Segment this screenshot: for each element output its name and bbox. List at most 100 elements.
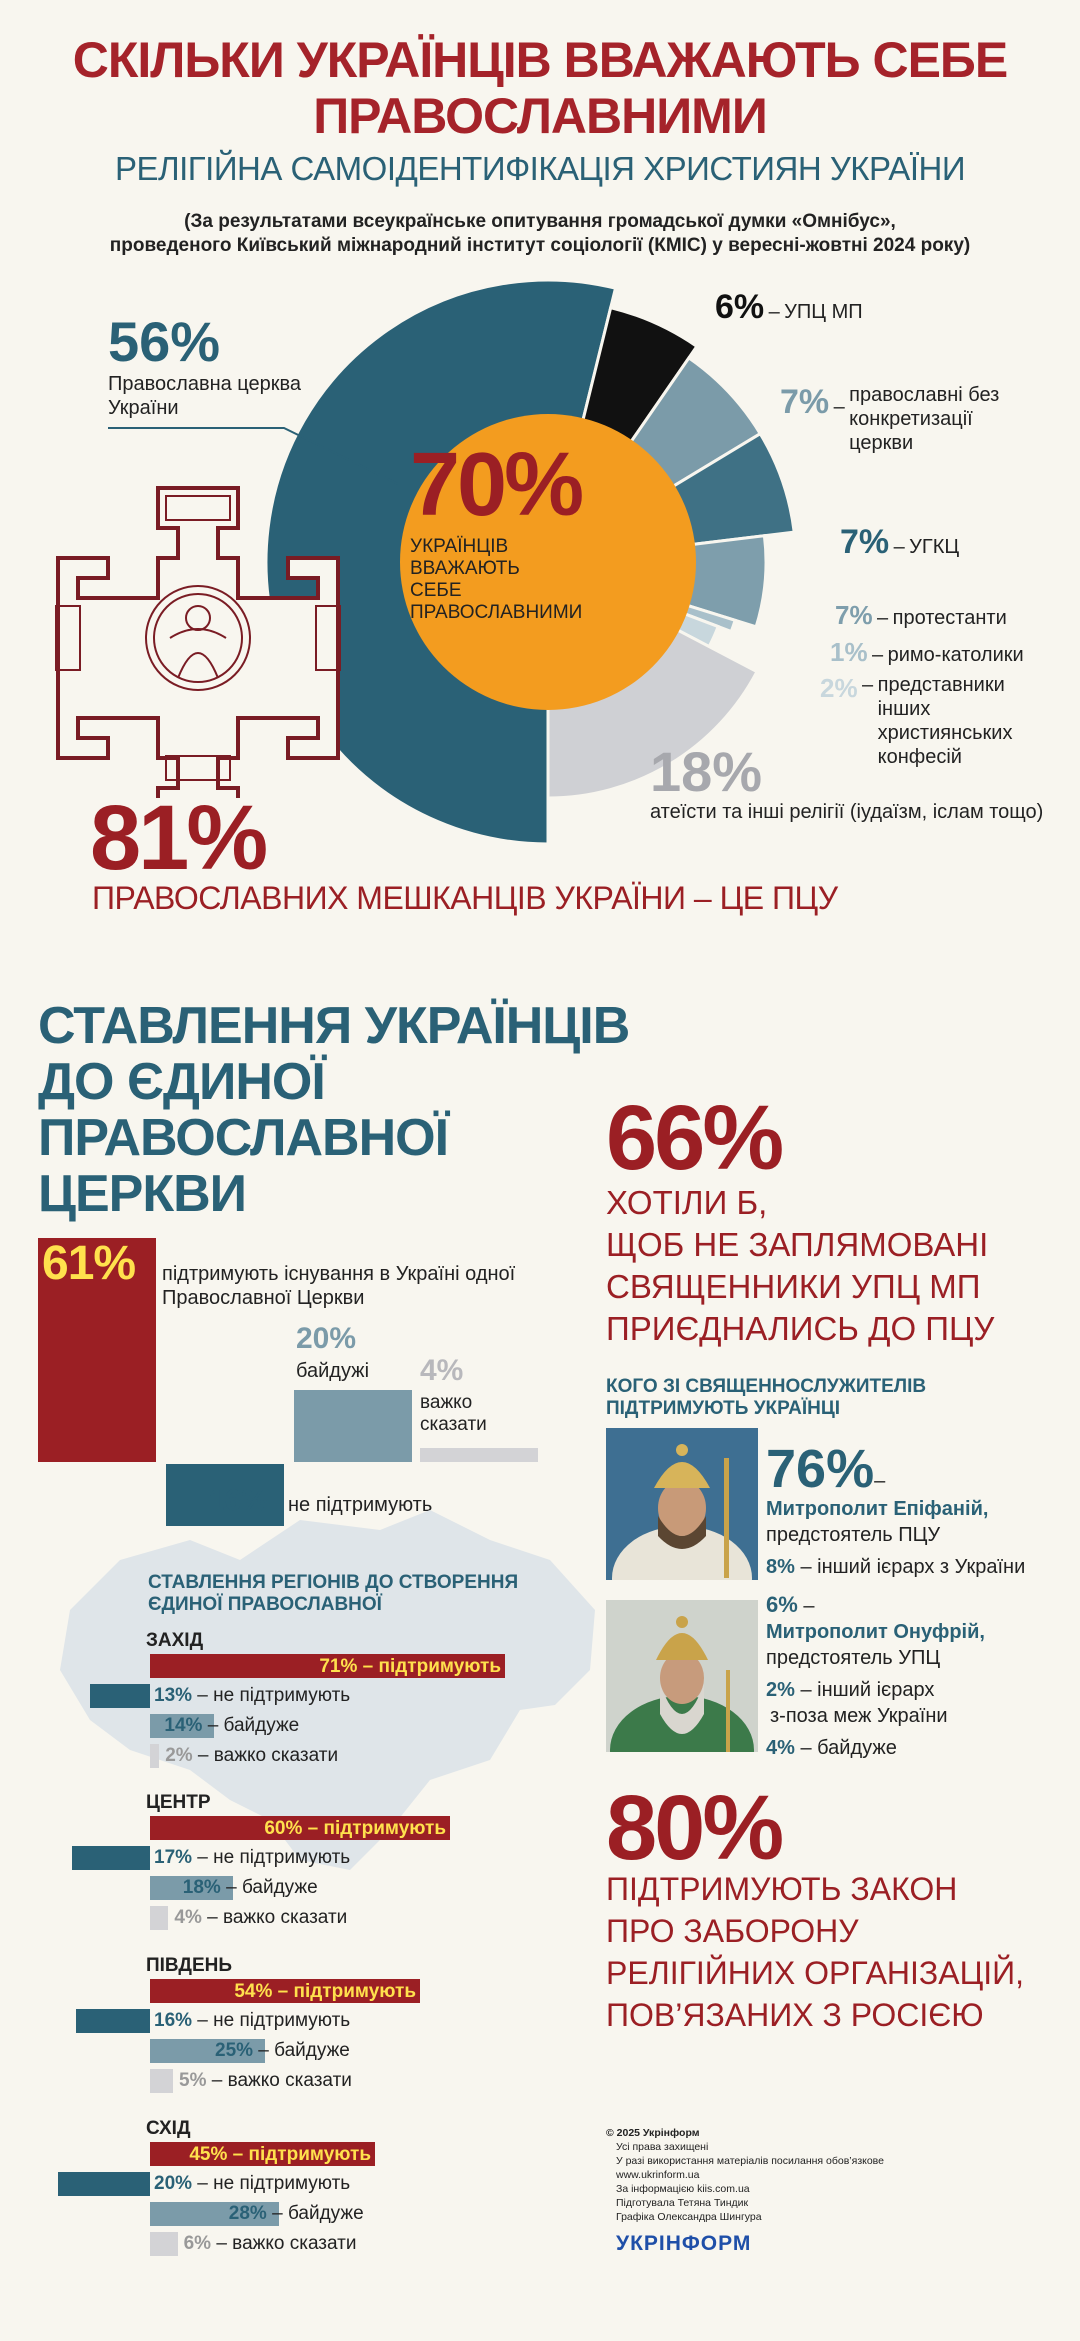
- orthodox-share-text: ПРАВОСЛАВНИХ МЕШКАНЦІВ УКРАЇНИ – ЦЕ ПЦУ: [92, 880, 838, 916]
- region-2-support-bar: [150, 1979, 420, 2003]
- label-unspec-dash: –: [833, 396, 845, 418]
- region-1-indiff-bar: [150, 1876, 233, 1900]
- cross-ornament-icon: [55, 486, 341, 798]
- footer-line-5: За інформацією kiis.com.ua: [616, 2183, 750, 2195]
- label-other-christian-dash: –: [862, 674, 874, 696]
- region-3-oppose-bar: [58, 2172, 150, 2196]
- region-3-name: СХІД: [146, 2118, 191, 2139]
- region-0-indiff-pct: 14%: [164, 1715, 203, 1736]
- p66-line-4: ПРИЄДНАЛИСЬ ДО ПЦУ: [606, 1310, 995, 1347]
- region-2-hard-bar: [150, 2069, 173, 2093]
- survey-note: (За результатами всеукраїнське опитуванн…: [60, 210, 1020, 258]
- region-2-indiff-bar: [150, 2039, 265, 2063]
- title-line-1: СКІЛЬКИ УКРАЇНЦІВ ВВАЖАЮТЬ СЕБЕ: [72, 32, 1008, 88]
- region-2-name: ПІВДЕНЬ: [146, 1955, 232, 1976]
- region-2-support-label: 54% – підтримують: [234, 1981, 416, 2002]
- label-atheists-pct: 18%: [650, 740, 763, 803]
- bar-support-label: підтримують існування в Україні одної Пр…: [162, 1263, 516, 1309]
- clergy-title-line-2: ПІДТРИМУЮТЬ УКРАЇНЦІ: [606, 1398, 840, 1419]
- region-3-indiff-label: 28% – байдуже: [228, 2203, 364, 2224]
- other-abroad-text-2: з-поза меж України: [770, 1705, 948, 1727]
- regions-title: СТАВЛЕННЯ РЕГІОНІВ ДО СТВОРЕННЯ ЄДИНОЇ П…: [148, 1572, 519, 1615]
- label-ugcc-dash: –: [893, 536, 905, 558]
- survey-note-line-1: (За результатами всеукраїнське опитуванн…: [184, 211, 896, 232]
- footer-line-7: Графіка Олександра Шингура: [616, 2211, 762, 2223]
- label-atheists-text: атеїсти та інші релігії (іудаїзм, іслам …: [650, 801, 1044, 823]
- region-3-indiff-bar: [150, 2202, 279, 2226]
- bar-oppose: [166, 1464, 284, 1526]
- bar-oppose-pct: 16%: [208, 1484, 269, 1517]
- other-abroad-row: 2% – інший ієрарх: [766, 1677, 985, 1703]
- region-2-hard-pct: 5%: [179, 2070, 207, 2091]
- region-0-support-label: 71% – підтримують: [319, 1656, 501, 1677]
- religion-pie-chart: [264, 278, 796, 846]
- attitude-section-title: СТАВЛЕННЯ УКРАЇНЦІВ ДО ЄДИНОЇ ПРАВОСЛАВН…: [38, 997, 630, 1223]
- pie-center-text: УКРАЇНЦІВ ВВАЖАЮТЬ СЕБЕ ПРАВОСЛАВНИМИ: [410, 536, 583, 623]
- region-1-support-bar: [150, 1816, 450, 1840]
- p80-pct: 80%: [606, 1777, 784, 1879]
- label-upc-mp: 6% – УПЦ МП: [715, 288, 863, 327]
- region-0-hard-pct: 2%: [165, 1745, 193, 1766]
- epifaniy-role: предстоятель ПЦУ: [766, 1524, 941, 1546]
- p80-line-3: РЕЛІГІЙНИХ ОРГАНІЗАЦІЙ,: [606, 1955, 1025, 1991]
- region-1-oppose-label: 17% – не підтримують: [154, 1847, 351, 1868]
- label-ugcc: 7% – УГКЦ: [840, 523, 959, 562]
- label-unspec-pct: 7%: [780, 383, 830, 421]
- other-abroad-text-1: – інший ієрарх: [800, 1679, 935, 1701]
- label-upc-mp-dash: –: [768, 301, 780, 323]
- epifaniy-pct-dash: –: [874, 1470, 886, 1492]
- label-protestants-dash: –: [877, 607, 889, 629]
- epifaniy-pct: 76%–: [766, 1442, 885, 1508]
- region-1-oppose-bar: [71, 1846, 150, 1870]
- label-protestants: 7% – протестанти: [835, 600, 1007, 631]
- footer-line-6: Підготувала Тетяна Тиндик: [616, 2197, 749, 2209]
- footer-line-2: Усі права захищені: [616, 2141, 709, 2153]
- label-ugcc-pct: 7%: [840, 523, 890, 561]
- region-3-hard-label: 6% – важко сказати: [183, 2233, 357, 2254]
- region-0-oppose-pct: 13%: [154, 1685, 193, 1706]
- bar-indifferent-label: байдужі: [296, 1360, 370, 1382]
- region-1-hard-pct: 4%: [174, 1907, 202, 1928]
- region-2-oppose-pct: 16%: [154, 2010, 193, 2031]
- label-catholics-dash: –: [872, 644, 884, 666]
- bar-oppose-label: не підтримують: [288, 1494, 433, 1516]
- region-0-support-bar: [150, 1654, 505, 1678]
- label-atheists: 18% атеїсти та інші релігії (іудаїзм, іс…: [650, 744, 1043, 824]
- p66-line-1: ХОТІЛИ Б,: [606, 1184, 768, 1221]
- p80-line-1: ПІДТРИМУЮТЬ ЗАКОН: [606, 1871, 958, 1907]
- pie-center-circle: [400, 414, 696, 710]
- p66-text: ХОТІЛИ Б, ЩОБ НЕ ЗАПЛЯМОВАНІ СВЯЩЕННИКИ …: [606, 1182, 994, 1350]
- region-1-oppose-pct: 17%: [154, 1847, 193, 1868]
- ukrinform-logo: УКРІНФОРМ: [616, 2232, 752, 2255]
- region-0-oppose-bar: [90, 1684, 150, 1708]
- region-2-hard-label: 5% – важко сказати: [179, 2070, 352, 2091]
- epifaniy-info: Митрополит Епіфаній, предстоятель ПЦУ 8%…: [766, 1496, 1025, 1580]
- region-1-indiff-label: 18% – байдуже: [182, 1877, 318, 1898]
- subtitle: РЕЛІГІЙНА САМОІДЕНТИФІКАЦІЯ ХРИСТИЯН УКР…: [114, 150, 966, 187]
- region-3-support-label: 45% – підтримують: [189, 2144, 371, 2165]
- onufriy-pct-row: 6% –: [766, 1592, 985, 1619]
- label-ugcc-text: УГКЦ: [909, 536, 960, 558]
- label-pcu: 56% Православна церква України: [108, 312, 328, 420]
- region-3-hard-pct: 6%: [183, 2233, 212, 2254]
- label-upc-mp-pct: 6%: [715, 288, 765, 326]
- bar-hard-to-say: [420, 1448, 538, 1462]
- region-3-hard-bar: [150, 2232, 178, 2256]
- footer-line-3: У разі використання матеріалів посилання…: [616, 2155, 884, 2167]
- region-0-name: ЗАХІД: [146, 1630, 204, 1651]
- clergy-support-title: КОГО ЗІ СВЯЩЕННОСЛУЖИТЕЛІВ ПІДТРИМУЮТЬ У…: [606, 1376, 926, 1420]
- label-protestants-pct: 7%: [835, 600, 873, 630]
- bar-hard-pct: 4%: [420, 1354, 464, 1387]
- pcu-leader-line: [108, 427, 399, 485]
- other-abroad-pct: 2%: [766, 1679, 795, 1701]
- footer-credits: © 2025 Укрінформ Усі права захищені У ра…: [606, 2126, 884, 2224]
- onufriy-dash: –: [803, 1595, 815, 1617]
- survey-note-line-2: проведеного Київський міжнародний інстит…: [109, 235, 971, 256]
- p80-line-4: ПОВ’ЯЗАНИХ З РОСІЄЮ: [606, 1997, 984, 2033]
- indiff-pct: 4%: [766, 1737, 795, 1759]
- clergy-title-line-1: КОГО ЗІ СВЯЩЕННОСЛУЖИТЕЛІВ: [606, 1376, 927, 1397]
- region-0-hard-label: 2% – важко сказати: [165, 1745, 339, 1766]
- region-3-indiff-pct: 28%: [228, 2203, 267, 2224]
- region-3-oppose-label: 20% – не підтримують: [154, 2173, 351, 2194]
- region-2-oppose-label: 16% – не підтримують: [154, 2010, 351, 2031]
